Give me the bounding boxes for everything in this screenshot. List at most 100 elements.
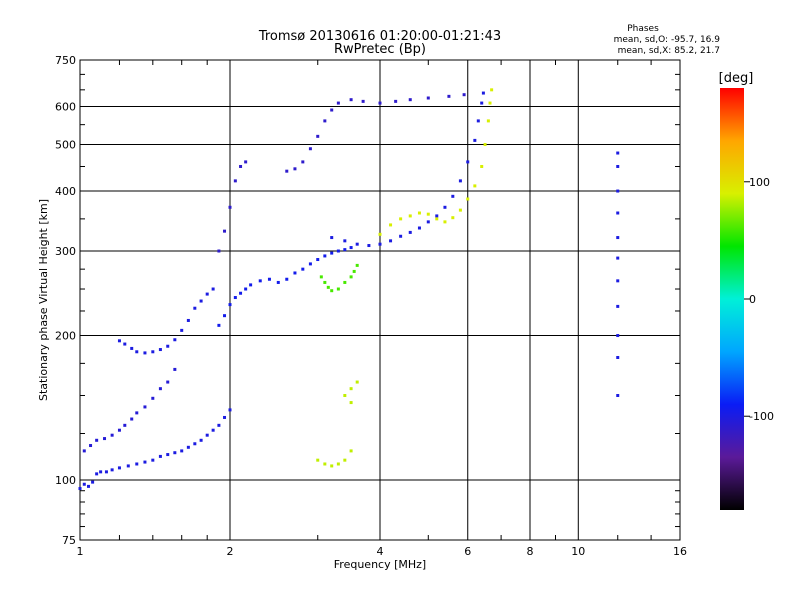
data-point — [239, 291, 243, 295]
data-point — [417, 211, 421, 215]
data-point — [476, 119, 480, 123]
data-point — [399, 234, 403, 238]
data-point — [361, 99, 365, 103]
x-tick-label: 4 — [377, 545, 384, 558]
data-point — [205, 292, 209, 296]
data-point — [126, 464, 130, 468]
data-point — [110, 433, 114, 437]
data-point — [323, 280, 327, 284]
y-tick-label: 75 — [62, 534, 76, 547]
data-point — [378, 101, 382, 105]
data-point — [616, 355, 620, 359]
data-point — [319, 275, 323, 279]
data-point — [336, 101, 340, 105]
data-point — [95, 438, 99, 442]
data-point — [158, 348, 162, 352]
grid-lines — [79, 59, 681, 541]
data-point — [91, 480, 95, 484]
data-point — [443, 205, 447, 209]
data-point — [426, 212, 430, 216]
data-point — [117, 428, 121, 432]
data-point — [86, 484, 90, 488]
data-point — [490, 88, 494, 92]
data-point — [616, 236, 620, 240]
data-point — [616, 279, 620, 283]
data-point — [95, 472, 99, 476]
data-point — [323, 462, 327, 466]
legend-line-x: mean, sd,X: 85.2, 21.7 — [618, 46, 720, 56]
data-point — [211, 428, 215, 432]
data-point — [244, 287, 248, 291]
data-point — [223, 314, 227, 318]
data-point — [258, 279, 262, 283]
data-point — [473, 184, 477, 188]
data-point — [451, 216, 455, 220]
data-point — [166, 344, 170, 348]
data-point — [228, 303, 232, 307]
data-point — [435, 214, 439, 218]
data-point — [458, 208, 462, 212]
data-point — [166, 453, 170, 457]
data-point — [488, 101, 492, 105]
data-point — [130, 346, 134, 350]
data-point — [135, 462, 139, 466]
data-point — [330, 289, 334, 293]
x-tick-label: 16 — [673, 545, 687, 558]
data-point — [301, 160, 305, 164]
data-point — [82, 482, 86, 486]
data-point — [180, 328, 184, 332]
data-point — [323, 254, 327, 258]
data-point — [616, 151, 620, 155]
data-point — [616, 211, 620, 215]
data-point — [394, 99, 398, 103]
chart-title: Tromsø 20130616 01:20:00-01:21:43 — [258, 29, 501, 44]
chart-subtitle: RwPretec (Bp) — [334, 42, 426, 57]
data-point — [233, 296, 237, 300]
data-point — [349, 98, 353, 102]
data-point — [143, 405, 147, 409]
data-point — [293, 271, 297, 275]
x-tick-label: 1 — [77, 545, 84, 558]
data-point — [616, 304, 620, 308]
data-point — [349, 275, 353, 279]
data-point — [443, 220, 447, 224]
data-point — [349, 387, 353, 391]
data-point — [447, 94, 451, 98]
data-point — [158, 387, 162, 391]
data-point — [151, 350, 155, 354]
data-point — [426, 96, 430, 100]
data-point — [343, 280, 347, 284]
data-point — [151, 458, 155, 462]
data-point — [458, 179, 462, 183]
data-point — [389, 239, 393, 243]
data-point — [616, 189, 620, 193]
data-point — [205, 433, 209, 437]
data-point — [211, 287, 215, 291]
colorbar — [720, 88, 744, 510]
data-point — [316, 458, 320, 462]
data-point — [110, 468, 114, 472]
data-point — [135, 411, 139, 415]
data-point — [355, 242, 359, 246]
data-point — [123, 423, 127, 427]
data-point — [99, 470, 103, 474]
y-tick-label: 200 — [55, 330, 76, 343]
x-tick-label: 2 — [227, 545, 234, 558]
data-point — [349, 449, 353, 453]
data-point — [173, 451, 177, 455]
data-point — [217, 249, 221, 253]
data-point — [193, 306, 197, 310]
y-tick-label: 500 — [55, 139, 76, 152]
data-point — [228, 408, 232, 412]
data-point — [217, 423, 221, 427]
data-point — [343, 248, 347, 252]
data-point — [343, 239, 347, 243]
data-point — [89, 444, 93, 448]
data-point — [143, 351, 147, 355]
data-point — [480, 164, 484, 168]
data-point — [233, 179, 237, 183]
data-point — [343, 458, 347, 462]
data-point — [285, 169, 289, 173]
y-tick-label: 300 — [55, 245, 76, 258]
data-point — [104, 470, 108, 474]
